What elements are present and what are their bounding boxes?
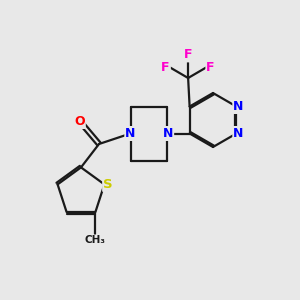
Text: F: F bbox=[161, 61, 170, 74]
Text: F: F bbox=[206, 61, 215, 74]
Text: N: N bbox=[233, 127, 244, 140]
Text: CH₃: CH₃ bbox=[85, 236, 106, 245]
Text: N: N bbox=[233, 100, 244, 113]
Text: S: S bbox=[103, 178, 113, 191]
Text: N: N bbox=[163, 127, 173, 140]
Text: F: F bbox=[184, 48, 192, 62]
Text: O: O bbox=[74, 115, 85, 128]
Text: N: N bbox=[125, 127, 136, 140]
